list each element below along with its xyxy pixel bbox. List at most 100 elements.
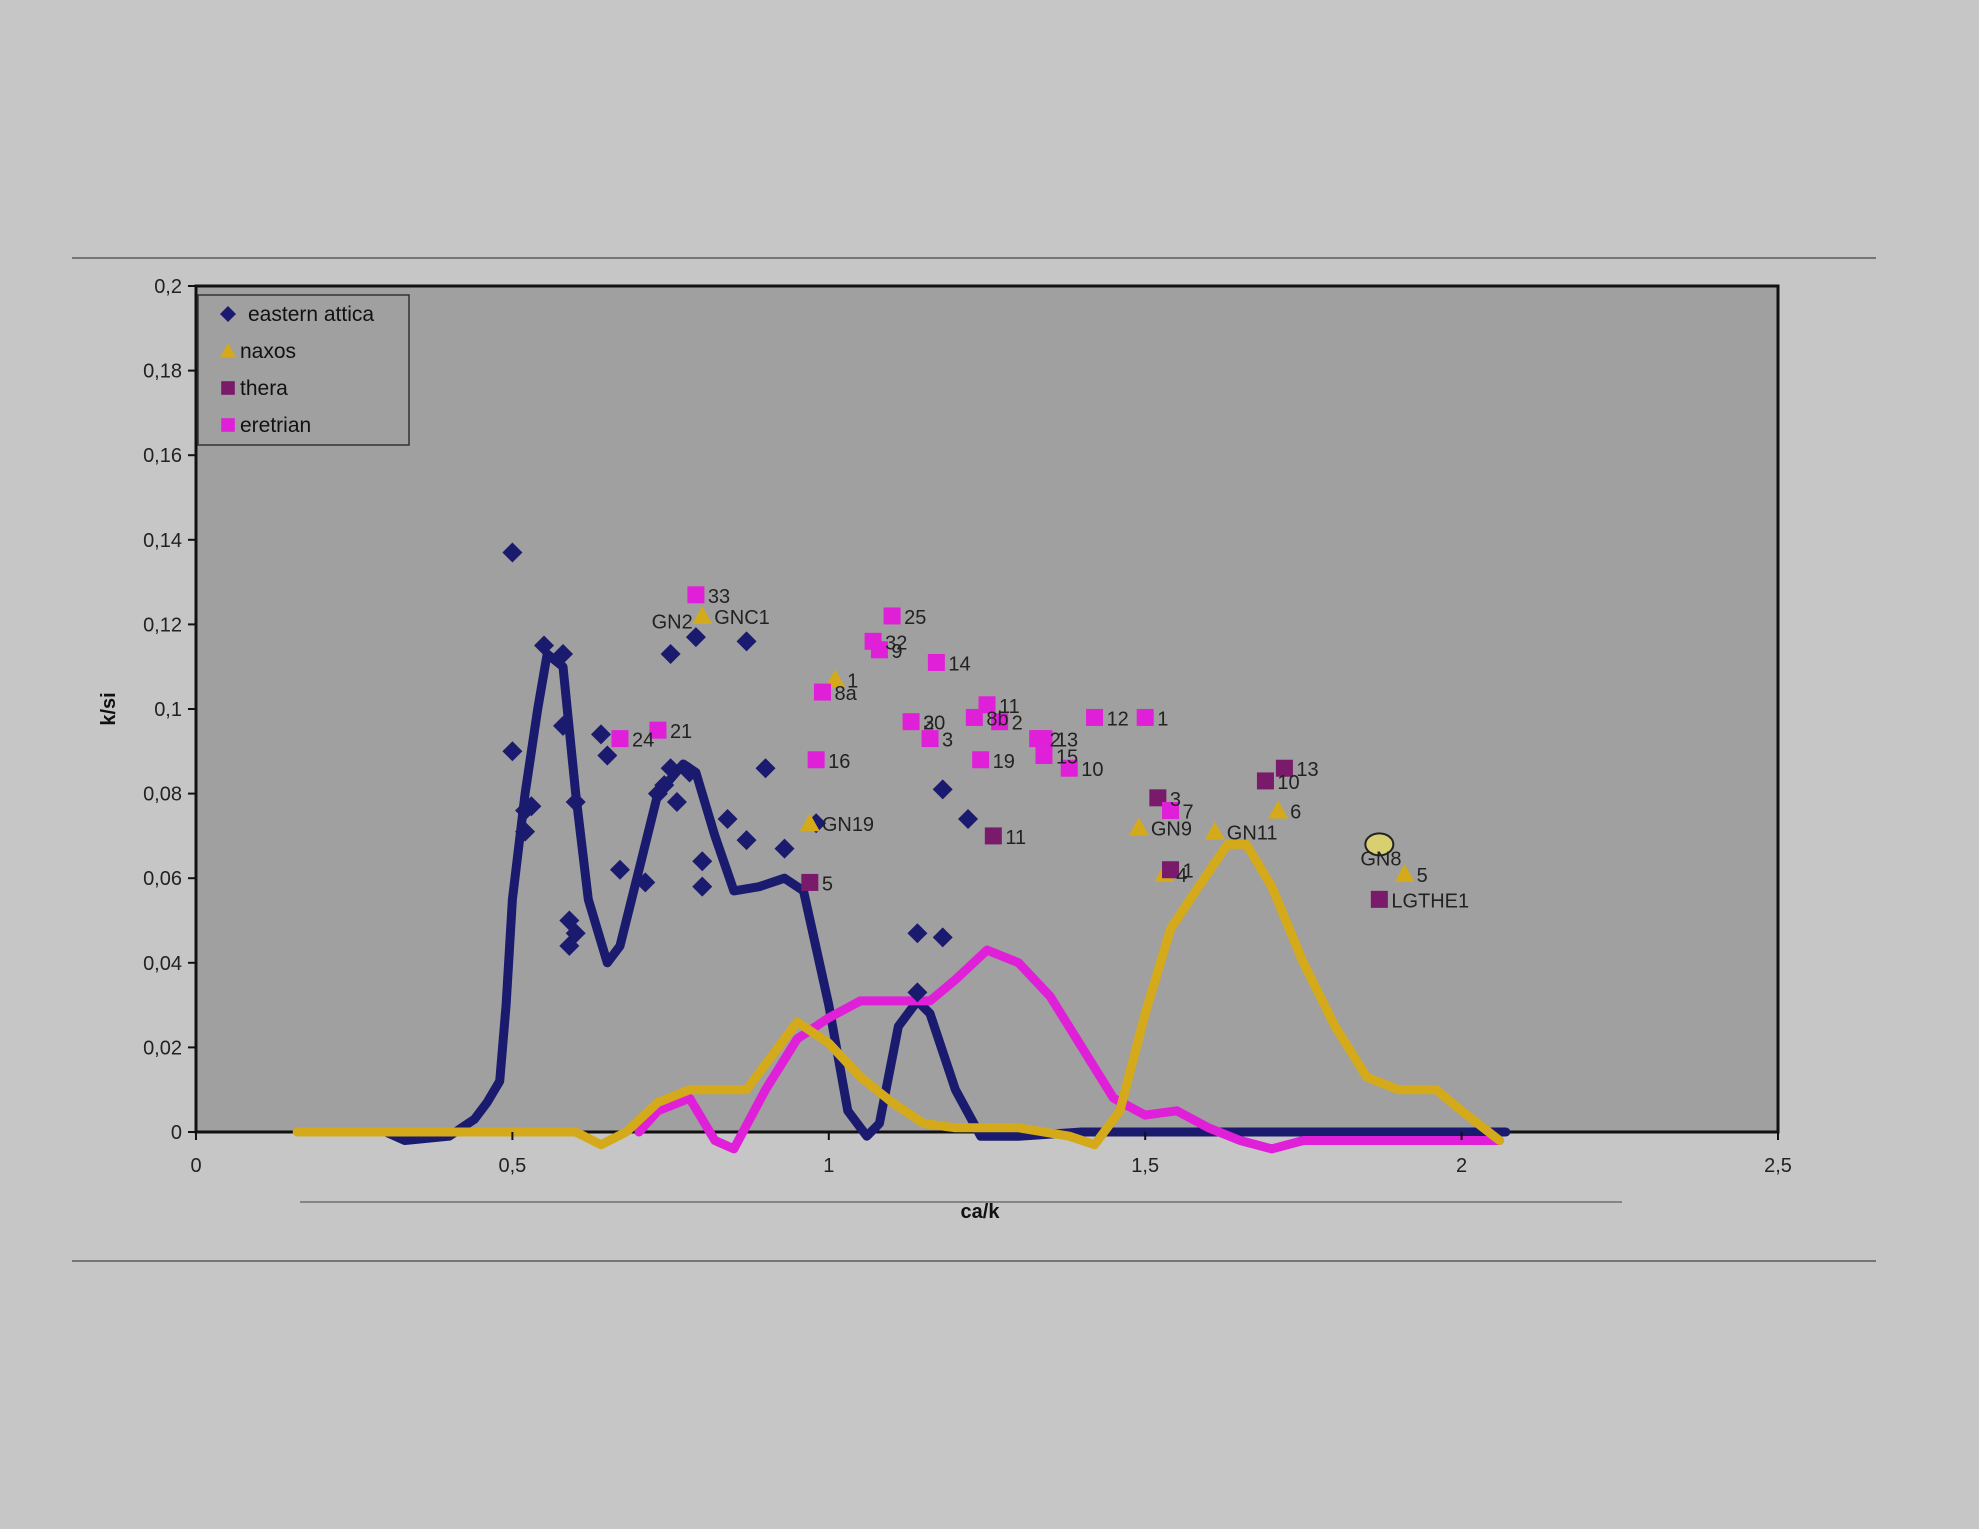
point-label: 1	[847, 670, 858, 692]
point-label: 12	[1107, 708, 1129, 730]
point-label: 2	[1050, 730, 1061, 752]
y-tick-label: 0,08	[143, 784, 182, 806]
point-eastern-attica	[692, 851, 713, 872]
point-eretrian	[927, 653, 945, 671]
point-eastern-attica	[736, 830, 757, 851]
point-eastern-attica	[755, 758, 776, 779]
point-eastern-attica	[666, 792, 687, 813]
legend-marker-naxos	[220, 343, 236, 358]
x-tick-label: 1,5	[1131, 1155, 1159, 1177]
y-tick-label: 0	[171, 1122, 182, 1144]
point-eretrian	[813, 683, 831, 701]
point-label: GN11	[1227, 823, 1278, 845]
point-eastern-attica	[774, 838, 795, 859]
point-thera	[1275, 759, 1293, 777]
legend: eastern attica naxos thera eretrian	[197, 294, 410, 446]
point-eastern-attica	[692, 876, 713, 897]
legend-label-naxos: naxos	[240, 340, 296, 363]
legend-marker-eastern-attica	[220, 306, 236, 322]
legend-marker-thera	[221, 381, 235, 395]
point-eretrian	[1162, 802, 1180, 820]
point-eastern-attica	[685, 627, 706, 648]
y-tick-label: 0,14	[143, 530, 182, 552]
point-label: 5	[822, 873, 833, 895]
highlight-circle	[1364, 832, 1395, 857]
point-thera	[801, 873, 819, 891]
x-tick-label: 0	[190, 1155, 201, 1177]
point-eretrian	[902, 713, 920, 731]
point-eretrian	[1035, 747, 1053, 765]
point-eretrian	[991, 713, 1009, 731]
legend-label-eastern-attica: eastern attica	[248, 303, 374, 326]
point-eastern-attica	[597, 745, 618, 766]
point-label: 13	[1056, 730, 1078, 752]
data-points	[502, 542, 1415, 1003]
point-eastern-attica	[907, 982, 928, 1003]
point-label: 11	[999, 696, 1020, 718]
x-tick-label: 0,5	[498, 1155, 526, 1177]
point-eretrian	[1086, 708, 1104, 726]
point-label: 6	[1290, 802, 1301, 824]
point-eastern-attica	[559, 935, 580, 956]
point-eretrian	[649, 721, 667, 739]
point-label: 1	[1183, 861, 1194, 883]
y-axis-label: k/si	[98, 692, 120, 725]
legend-marker-eretrian	[221, 418, 235, 432]
point-label: 11	[1005, 827, 1026, 849]
point-thera	[984, 827, 1002, 845]
y-tick-label: 0,18	[143, 361, 182, 383]
point-naxos	[1268, 800, 1289, 819]
point-naxos	[1128, 817, 1149, 836]
point-naxos	[692, 605, 713, 624]
point-eretrian	[807, 751, 825, 769]
point-labels: GNC11GN193GN94GN1165511311013LGTHE133253…	[632, 586, 1469, 913]
point-eastern-attica	[534, 635, 555, 656]
point-eastern-attica	[515, 821, 536, 842]
point-label: 16	[828, 751, 850, 773]
point-label: GNC1	[714, 607, 770, 629]
point-label: 32	[885, 632, 907, 654]
point-eastern-attica	[907, 923, 928, 944]
point-label: 8b	[986, 708, 1008, 730]
point-eretrian	[1029, 730, 1047, 748]
point-label: 3	[942, 730, 953, 752]
point-eastern-attica	[590, 724, 611, 745]
point-thera	[1370, 890, 1388, 908]
point-eretrian	[978, 696, 996, 714]
point-label: GN2	[652, 612, 693, 634]
point-label: GN8	[1360, 849, 1401, 871]
point-label: 14	[948, 653, 970, 675]
point-label: 4	[1176, 865, 1187, 887]
point-label: 10	[1081, 759, 1103, 781]
point-eretrian	[870, 641, 888, 659]
legend-label-thera: thera	[240, 377, 288, 400]
point-label: 20	[923, 713, 945, 735]
point-thera	[1162, 861, 1180, 879]
point-eastern-attica	[635, 872, 656, 893]
point-label: 5	[1417, 865, 1428, 887]
point-eastern-attica	[565, 792, 586, 813]
point-label: 2	[1012, 713, 1023, 735]
point-eastern-attica	[654, 775, 675, 796]
point-naxos	[1394, 863, 1415, 882]
point-label: GN19	[822, 814, 874, 836]
point-eretrian	[883, 607, 901, 625]
point-label: 25	[904, 607, 926, 629]
point-label: 33	[708, 586, 730, 608]
point-eastern-attica	[521, 796, 542, 817]
point-eastern-attica	[660, 758, 681, 779]
y-tick-label: 0,16	[143, 445, 182, 467]
curve-eretrian	[634, 945, 1505, 1154]
point-label: 19	[993, 751, 1015, 773]
point-naxos	[1204, 821, 1225, 840]
point-naxos	[825, 669, 846, 688]
point-naxos	[799, 813, 820, 832]
point-eretrian	[921, 730, 939, 748]
point-eastern-attica	[502, 542, 523, 563]
point-label: 3	[923, 713, 934, 735]
point-label: 7	[1183, 802, 1194, 824]
point-label: 21	[670, 721, 692, 743]
point-eretrian	[687, 586, 705, 604]
point-eastern-attica	[717, 808, 738, 829]
